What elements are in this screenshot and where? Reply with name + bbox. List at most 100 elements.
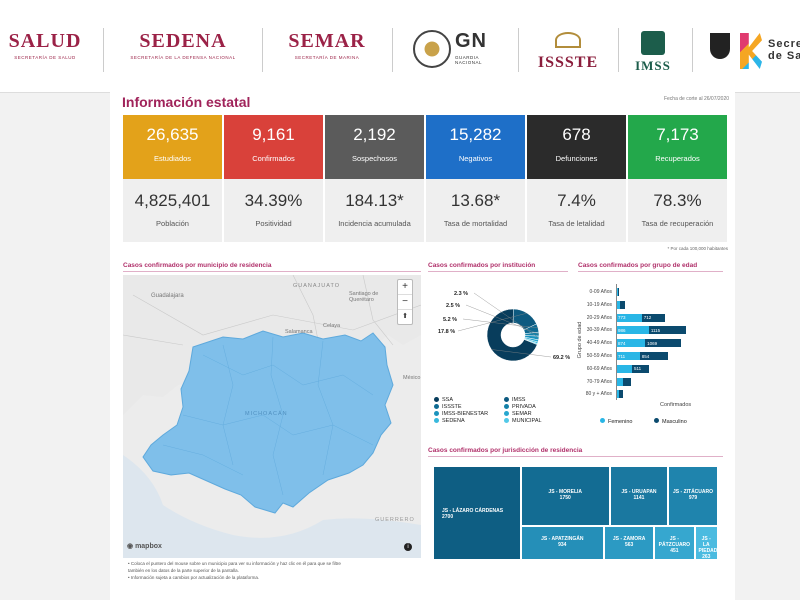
treemap-cell[interactable]: JS - URUAPAN 1141 xyxy=(609,466,669,526)
legend-item-municipal[interactable]: MUNICIPAL xyxy=(504,418,542,424)
age-bar-masculino[interactable] xyxy=(617,288,620,296)
treemap-cell-value: 979 xyxy=(688,494,698,501)
treemap-cell[interactable]: JS - ZITÁCUARO 979 xyxy=(668,466,718,526)
treemap-cell-value: 1750 xyxy=(559,494,571,501)
age-bar-masculino[interactable] xyxy=(618,390,623,399)
map-place-label: MICHOACÁN xyxy=(245,411,288,417)
zoom-out-button[interactable]: − xyxy=(398,295,412,310)
map-place-label: GUANAJUATO xyxy=(293,283,341,289)
kpi-card-recuperados[interactable]: 7,173 Recuperados 78.3% Tasa de recupera… xyxy=(628,115,727,242)
legend-swatch xyxy=(600,418,605,423)
legend-item-issste[interactable]: ISSSTE xyxy=(434,404,462,410)
age-bar-masculino[interactable] xyxy=(648,326,686,335)
legend-item-privada[interactable]: PRIVADA xyxy=(504,404,536,410)
treemap-cell-name: JS - LÁZARO CÁRDENAS xyxy=(442,508,504,514)
kpi-card-confirmados[interactable]: 9,161 Confirmados 34.39% Positividad xyxy=(224,115,323,242)
municipality-map[interactable]: Guadalajara GUANAJUATO Santiago de Queré… xyxy=(123,275,421,558)
legend-item-femenino[interactable]: Femenino xyxy=(600,418,632,425)
treemap-cell[interactable]: JS - ZAMORA 563 xyxy=(604,525,655,560)
legend-item-imss-bienestar[interactable]: IMSS-BIENESTAR xyxy=(434,411,488,417)
age-bar-masculino[interactable] xyxy=(631,364,649,373)
age-bar-femenino[interactable] xyxy=(616,377,623,386)
map-zoom-controls: + − ⬆ xyxy=(397,279,413,325)
age-bar-masculino[interactable] xyxy=(639,352,669,360)
legend-item-sedena[interactable]: SEDENA xyxy=(434,418,465,424)
donut-leader-line xyxy=(491,349,552,358)
age-bar-femenino[interactable] xyxy=(616,352,640,360)
zoom-in-button[interactable]: + xyxy=(398,280,412,295)
age-category-label: 10-19 Años xyxy=(586,301,612,308)
treemap-cell-name: JS - ZAMORA xyxy=(612,535,646,542)
donut-data-label: 69.2 % xyxy=(553,355,570,361)
age-bar-femenino[interactable] xyxy=(616,300,621,309)
age-bar-label: 711 xyxy=(618,353,626,359)
kpi-card-header: 9,161 Confirmados xyxy=(224,115,323,179)
age-bar-femenino[interactable] xyxy=(616,288,618,296)
donut-slice-municipal[interactable] xyxy=(523,338,538,345)
age-bar-femenino[interactable] xyxy=(616,313,642,322)
treemap-cell-value: 263 xyxy=(702,553,711,560)
kpi-card-header: 678 Defunciones xyxy=(527,115,626,179)
legend-swatch xyxy=(654,418,659,423)
secretaria-salud-michoacan-logo: Secre de Sa xyxy=(768,38,800,62)
age-category-label: 20-29 Años xyxy=(586,314,612,321)
donut-data-label: 2.3 % xyxy=(454,291,468,297)
legend-item-ssa[interactable]: SSA xyxy=(434,397,453,403)
age-x-axis-label: Confirmados xyxy=(660,402,692,408)
michoacan-k-logo-icon xyxy=(740,33,762,69)
age-bar-label: 1115 xyxy=(650,327,661,333)
map-notes: • Coloca el puntero del mouse sobre un m… xyxy=(128,561,341,580)
legend-item-semar[interactable]: SEMAR xyxy=(504,411,532,417)
mapbox-attribution[interactable]: ◉ mapbox xyxy=(127,543,162,550)
age-bar-chart[interactable]: 0-09 Años 10-19 Años 20-29 Años 773 712 30-39… xyxy=(578,280,728,400)
page-title: Información estatal xyxy=(122,94,251,110)
legend-item-imss[interactable]: IMSS xyxy=(504,397,525,403)
salud-logo: SALUD SECRETARÍA DE SALUD xyxy=(8,30,82,60)
age-bar-femenino[interactable] xyxy=(616,364,632,373)
treemap-cell[interactable]: JS - LÁZARO CÁRDENAS 2700 xyxy=(433,466,521,560)
age-bar-masculino[interactable] xyxy=(641,313,666,322)
treemap-cell-name: JS - ZITÁCUARO xyxy=(673,488,714,495)
treemap-cell[interactable]: JS - MORELIA 1750 xyxy=(520,466,610,526)
age-bar-label: 1069 xyxy=(647,340,658,346)
age-legend: Femenino Masculino xyxy=(600,418,687,425)
map-place-label: Guadalajara xyxy=(151,293,184,299)
map-place-label: Santiago de Querétaro xyxy=(349,291,379,303)
age-category-label: 80 y + Años xyxy=(585,391,612,398)
legend-item-masculino[interactable]: Masculino xyxy=(654,418,687,425)
age-bar-label: 511 xyxy=(633,366,642,372)
legend-swatch xyxy=(434,404,439,410)
treemap-cell-name: JS - APATZINGÁN xyxy=(541,535,584,542)
treemap-cell[interactable]: JS - LA PIEDAD 263 xyxy=(694,525,718,560)
institution-donut-chart[interactable]: 69.2 % 17.8 % 5.2 % 2.5 % 2.3 % xyxy=(428,277,578,392)
age-category-label: 50-59 Años xyxy=(586,353,612,359)
michoacan-region[interactable] xyxy=(142,330,394,514)
age-bar-label: 712 xyxy=(643,315,652,321)
age-bar-label: 986 xyxy=(618,327,626,333)
map-place-label: GUERRERO xyxy=(375,517,415,523)
map-info-icon[interactable]: i xyxy=(404,543,412,551)
kpi-card-sospechosos[interactable]: 2,192 Sospechosos 184.13* Incidencia acu… xyxy=(325,115,424,242)
age-bar-label: 874 xyxy=(618,340,626,346)
kpi-card-header: 26,635 Estudiados xyxy=(123,115,222,179)
treemap-cell-value: 934 xyxy=(558,541,567,548)
age-bar-label: 854 xyxy=(641,353,650,359)
treemap-cell-name: JS - MORELIA xyxy=(548,488,583,495)
kpi-card-defunciones[interactable]: 678 Defunciones 7.4% Tasa de letalidad xyxy=(527,115,626,242)
treemap-cell[interactable]: JS - APATZINGÁN 934 xyxy=(520,525,604,560)
kpi-card-estudiados[interactable]: 26,635 Estudiados 4,825,401 Población xyxy=(123,115,222,242)
jurisdiction-treemap[interactable]: JS - LÁZARO CÁRDENAS 2700 JS - MORELIA 1750… xyxy=(433,466,718,560)
age-bar-femenino[interactable] xyxy=(616,326,649,335)
sedena-logo: SEDENA SECRETARÍA DE LA DEFENSA NACIONAL xyxy=(130,30,236,60)
treemap-cell-value: 451 xyxy=(670,547,679,554)
age-bar-masculino[interactable] xyxy=(620,300,626,309)
imss-logo: IMSS xyxy=(635,58,671,73)
age-bar-femenino[interactable] xyxy=(616,390,619,399)
treemap-cell[interactable]: JS - PÁTZCUARO 451 xyxy=(654,525,695,560)
age-bar-masculino[interactable] xyxy=(622,377,632,386)
kpi-card-negativos[interactable]: 15,282 Negativos 13.68* Tasa de mortalid… xyxy=(426,115,525,242)
compass-button[interactable]: ⬆ xyxy=(402,313,408,320)
donut-slice-ssa[interactable] xyxy=(486,308,538,362)
age-bar-masculino[interactable] xyxy=(645,339,681,348)
age-bar-femenino[interactable] xyxy=(616,339,646,348)
